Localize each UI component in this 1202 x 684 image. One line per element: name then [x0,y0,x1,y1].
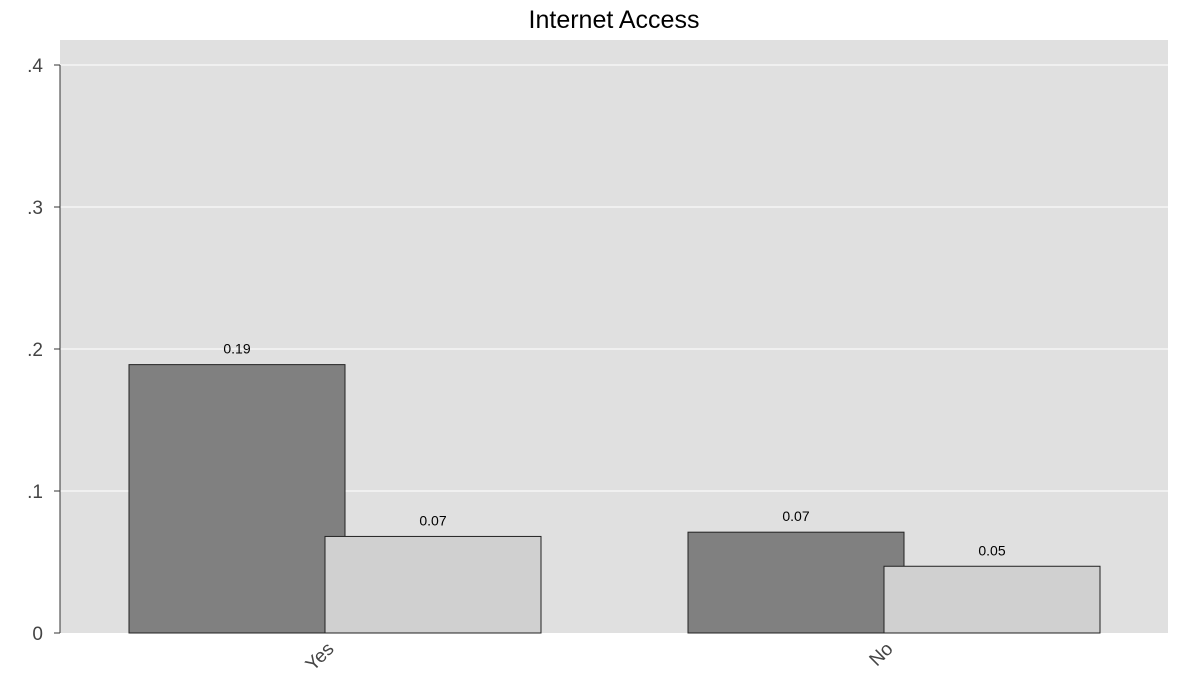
y-tick-label: .1 [27,482,43,503]
bar [128,364,346,634]
bars [128,364,1101,634]
data-labels: 0.19 0.07 0.07 0.05 [223,341,1005,559]
y-tick-label: .2 [27,340,43,361]
y-axis: 0 .1 .2 .3 .4 [27,56,61,645]
y-tick-label: .3 [27,198,43,219]
x-category-label: Yes [302,639,339,676]
y-tick-label: .4 [27,56,43,77]
bar-value-label: 0.07 [419,512,446,528]
bar-value-label: 0.07 [782,508,809,524]
bar-value-label: 0.19 [223,341,250,357]
x-axis-labels: Yes No [302,639,898,676]
chart-title: Internet Access [529,6,700,34]
y-tick-label: 0 [32,624,43,645]
bar [324,535,542,634]
x-category-label: No [866,639,898,671]
bar-value-label: 0.05 [978,542,1005,558]
bar [883,565,1101,634]
bar [687,531,905,634]
